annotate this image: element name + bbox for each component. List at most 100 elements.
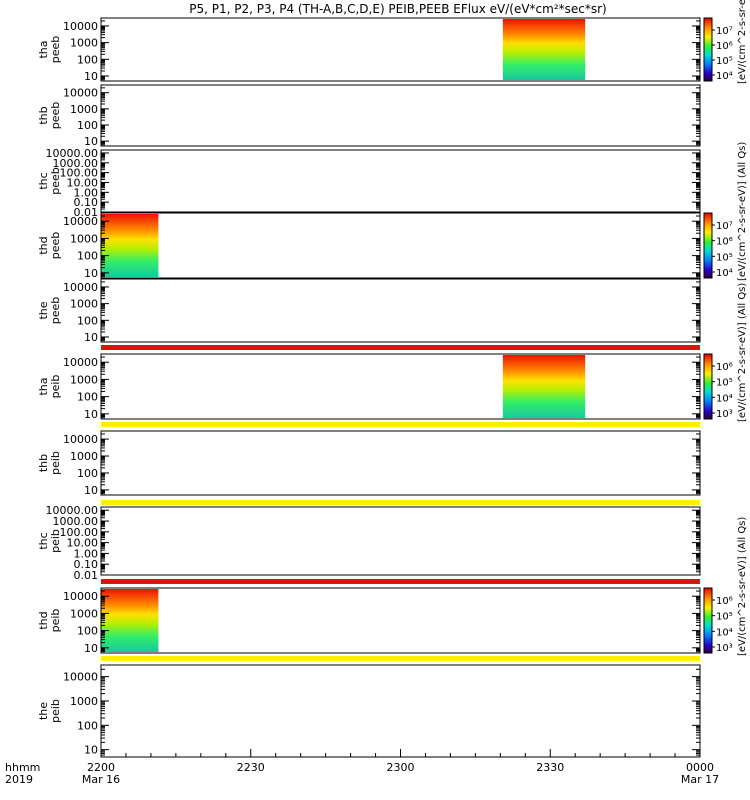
- y-tick-label: 0.10: [74, 196, 99, 209]
- y-tick-label: 1000: [70, 37, 98, 50]
- colorbar-tick-label: 10⁶: [716, 41, 733, 52]
- x-axis-label-year: 2019: [5, 773, 33, 786]
- panel-frame: [100, 430, 701, 496]
- panel-frame: [100, 212, 701, 279]
- y-tick-label: 10000.00: [46, 504, 99, 517]
- status-bar: [101, 656, 700, 661]
- y-tick-label: 10.00: [67, 537, 99, 550]
- spectrogram-block: [101, 589, 159, 652]
- spectrogram-block: [502, 355, 586, 418]
- panel-frame: [100, 353, 701, 420]
- y-tick-label: 10000: [63, 590, 98, 603]
- y-tick-label: 1000: [70, 298, 98, 311]
- colorbar-tick-label: 10³: [716, 409, 733, 420]
- y-tick-label: 100: [77, 314, 98, 327]
- y-tick-label: 100.00: [60, 526, 99, 539]
- panel-probe-label: thc: [37, 532, 50, 549]
- y-tick-label: 100.00: [60, 167, 99, 180]
- panel-thb-peib: 10 100 1000 10000 thb peib: [37, 422, 701, 505]
- panel-probe-label: thc: [37, 172, 50, 189]
- panel-product-label: peeb: [49, 102, 62, 130]
- panel-frame: [100, 587, 701, 654]
- y-tick-label: 100: [77, 391, 98, 404]
- colorbar-tick-label: 10⁶: [716, 362, 733, 373]
- x-axis-label-hhmm: hhmm: [5, 761, 40, 774]
- y-tick-label: 100: [77, 250, 98, 263]
- panel-tha-peib: 10 100 1000 10000 tha peib 10⁶ 10⁵ 10⁴ 10³ [eV/(cm…: [37, 283, 748, 422]
- spectrogram-block: [101, 214, 159, 277]
- panel-product-label: peib: [49, 375, 62, 399]
- x-tick-label: 2200: [87, 761, 115, 774]
- y-tick-label: 10: [84, 408, 98, 421]
- panel-product-label: peib: [49, 699, 62, 723]
- status-bar: [101, 422, 700, 427]
- status-bar: [101, 579, 700, 584]
- colorbar-tick-label: 10⁴: [716, 393, 733, 404]
- y-tick-label: 10000.00: [46, 147, 99, 160]
- x-tick-date-label: Mar 16: [82, 773, 120, 786]
- y-tick-label: 1000: [70, 373, 98, 386]
- colorbar: [703, 17, 713, 82]
- spectrogram-block: [502, 19, 586, 80]
- colorbar-tick-label: 10⁶: [716, 237, 733, 248]
- panel-product-label: peeb: [49, 297, 62, 325]
- x-tick-label: 2230: [237, 761, 265, 774]
- panel-probe-label: the: [37, 702, 50, 720]
- y-tick-label: 100: [77, 719, 98, 732]
- y-tick-label: 1000: [70, 103, 98, 116]
- status-bar: [101, 500, 700, 505]
- x-tick-label: 2330: [536, 761, 564, 774]
- colorbar-label: [eV/(cm^2-s-sr-eV)] (All Qs): [737, 0, 748, 84]
- panel-frame: [100, 664, 701, 758]
- panel-probe-label: tha: [37, 377, 50, 395]
- y-tick-label: 10: [84, 484, 98, 497]
- y-tick-label: 1000.00: [53, 515, 99, 528]
- x-tick-label: 0000: [686, 761, 714, 774]
- y-tick-label: 10.00: [67, 176, 99, 189]
- colorbar-tick-label: 10⁵: [716, 252, 733, 263]
- colorbar-tick-label: 10³: [716, 643, 733, 654]
- y-tick-label: 10000: [63, 215, 98, 228]
- y-tick-label: 10: [84, 744, 98, 757]
- panel-frame: [100, 84, 701, 147]
- y-tick-label: 10000: [63, 281, 98, 294]
- panel-probe-label: thb: [37, 106, 50, 124]
- y-tick-label: 10000: [63, 433, 98, 446]
- colorbar: [703, 353, 713, 420]
- colorbar-tick-label: 10⁷: [716, 221, 733, 232]
- panel-product-label: peib: [49, 451, 62, 475]
- colorbar-label: [eV/(cm^2-s-sr-eV)] (All Qs): [737, 283, 748, 422]
- y-tick-label: 10000: [63, 20, 98, 33]
- y-tick-label: 10: [84, 331, 98, 344]
- colorbar-tick-label: 10⁴: [716, 627, 733, 638]
- panel-product-label: peib: [49, 609, 62, 633]
- chart-title: P5, P1, P2, P3, P4 (TH-A,B,C,D,E) PEIB,P…: [189, 2, 606, 16]
- panel-the-peeb: 10 100 1000 10000 the peeb: [37, 278, 701, 344]
- colorbar-tick-label: 10⁴: [716, 71, 733, 82]
- panel-probe-label: the: [37, 301, 50, 319]
- y-tick-label: 10: [84, 642, 98, 655]
- y-tick-label: 1000.00: [53, 157, 99, 170]
- panel-frame: [100, 278, 701, 343]
- y-tick-label: 0.01: [74, 569, 99, 582]
- y-tick-label: 10000: [63, 87, 98, 100]
- y-tick-label: 10: [84, 135, 98, 148]
- x-tick-label: 2300: [387, 761, 415, 774]
- y-tick-label: 100: [77, 625, 98, 638]
- panel-frame: [100, 149, 701, 213]
- panel-probe-label: thd: [37, 236, 50, 254]
- y-tick-label: 100: [77, 467, 98, 480]
- y-tick-label: 10000: [63, 671, 98, 684]
- y-tick-label: 100: [77, 119, 98, 132]
- colorbar: [703, 587, 713, 654]
- colorbar-tick-label: 10⁵: [716, 56, 733, 67]
- y-tick-label: 0.01: [74, 206, 99, 219]
- colorbar-tick-label: 10⁴: [716, 268, 733, 279]
- panel-product-label: peeb: [49, 232, 62, 260]
